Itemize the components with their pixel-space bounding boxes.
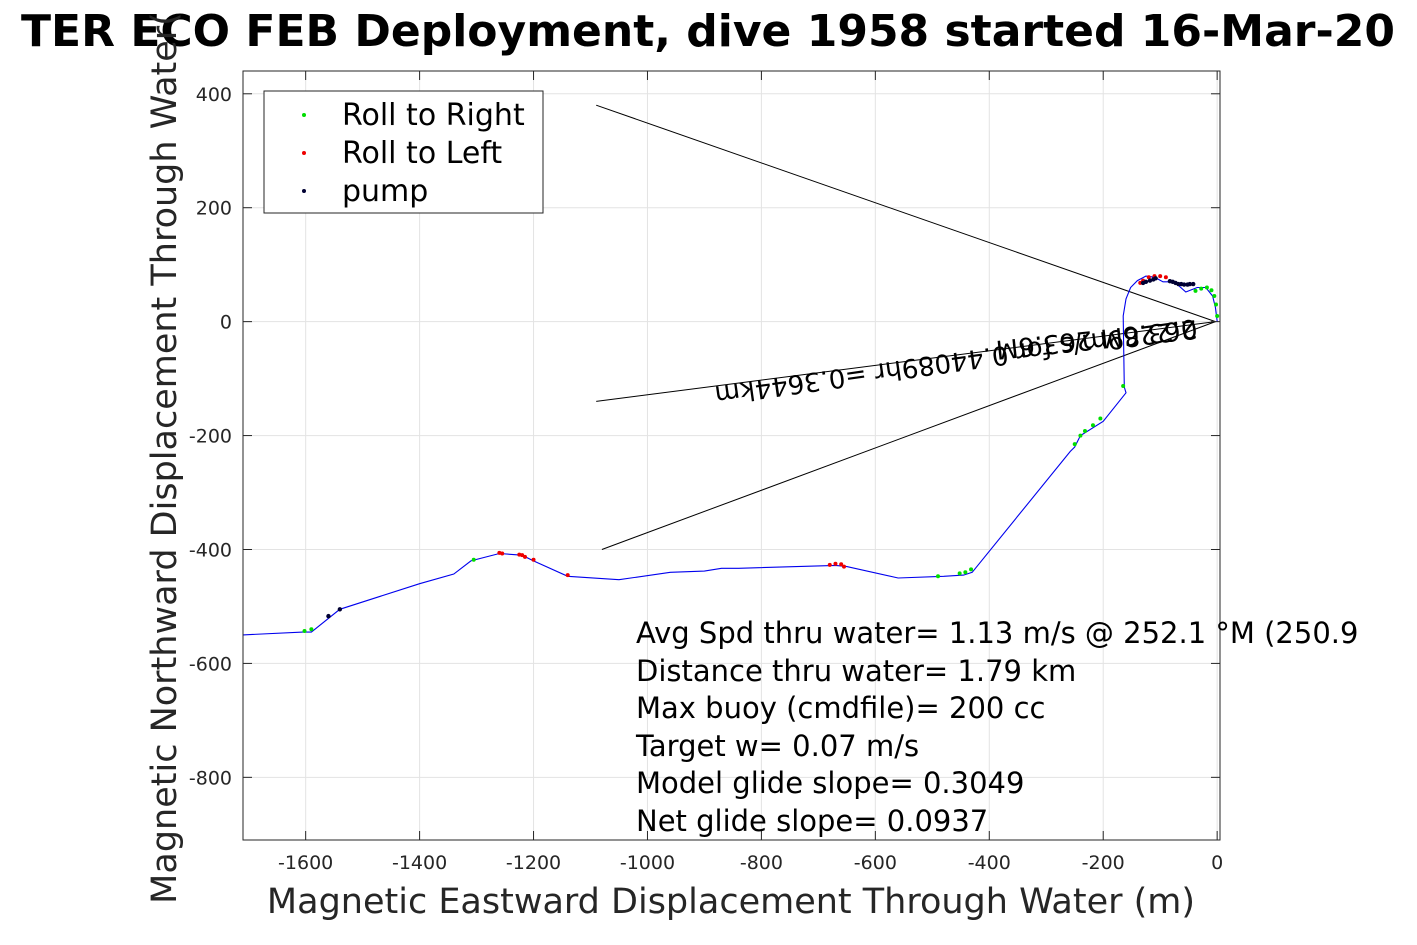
roll-right-point: [969, 567, 974, 572]
reference-line: [601, 321, 1216, 550]
track-line: [243, 275, 1218, 636]
pump-point: [1140, 280, 1146, 286]
roll-right-point: [1098, 416, 1103, 421]
pump-point: [337, 607, 343, 612]
roll-right-point: [1072, 442, 1077, 447]
plot-area: [243, 104, 1220, 636]
roll-left-point: [839, 562, 844, 567]
x-axis-label: Magnetic Eastward Displacement Through W…: [267, 882, 1195, 922]
axes-box: [242, 70, 1221, 841]
legend: Roll to Right Roll to Left pump: [263, 90, 544, 214]
annotation-net-glide: Net glide slope= 0.0937: [636, 804, 988, 838]
annotation-distance: Distance thru water= 1.79 km: [636, 654, 1076, 688]
pump-point: [1147, 278, 1153, 283]
legend-marker-roll-right: [302, 113, 306, 117]
pump-point: [1167, 278, 1173, 284]
legend-label-roll-right: Roll to Right: [342, 98, 525, 133]
annotation-block: Avg Spd thru water= 1.13 m/s @ 252.1 °M …: [635, 616, 1358, 838]
roll-right-point: [1214, 302, 1219, 307]
x-tick-label: -1000: [620, 852, 675, 874]
chart-title: TER ECO FEB Deployment, dive 1958 starte…: [21, 6, 1395, 57]
x-tick-label: -1400: [392, 852, 447, 874]
annotation-target-w: Target w= 0.07 m/s: [635, 729, 919, 763]
x-tick-label: -200: [1082, 852, 1125, 874]
rotated-annotations: 0.2289m/s for 0.44089hr =0.3644km 263.6M…: [713, 312, 1199, 409]
roll-left-point: [565, 573, 570, 578]
roll-right-point: [1215, 313, 1220, 318]
reference-line: [596, 321, 1216, 402]
roll-right-point: [1193, 288, 1198, 293]
y-tick-label: 0: [220, 312, 232, 334]
reference-line: [596, 104, 1216, 323]
y-tick-label: -400: [189, 539, 232, 561]
x-tick-label: -1200: [506, 852, 561, 874]
roll-right-point: [1199, 286, 1204, 291]
roll-left-point: [833, 561, 838, 566]
annotation-avg-speed: Avg Spd thru water= 1.13 m/s @ 252.1 °M …: [636, 616, 1358, 650]
roll-left-point: [842, 564, 847, 569]
x-tick-label: -800: [740, 852, 783, 874]
roll-right-point: [302, 628, 307, 633]
roll-right-point: [936, 574, 941, 579]
y-tick-label: 200: [196, 198, 232, 220]
legend-marker-roll-left: [302, 151, 306, 155]
roll-right-point: [957, 571, 962, 576]
tick-labels: -1600 -1400 -1200 -1000 -800 -600 -400 -200 0 -80…: [189, 71, 1223, 874]
x-tick-label: -1600: [278, 852, 333, 874]
y-tick-label: -800: [189, 767, 232, 789]
roll-right-point: [1204, 285, 1209, 290]
legend-label-pump: pump: [342, 174, 428, 209]
pump-point: [326, 613, 331, 619]
roll-left-point: [1163, 275, 1168, 280]
roll-left-point: [1146, 275, 1151, 280]
roll-right-point: [1082, 429, 1087, 434]
roll-right-point: [471, 557, 476, 562]
y-tick-label: -600: [189, 653, 232, 675]
y-axis-label: Magnetic Northward Displacement Through …: [145, 12, 185, 904]
roll-right-point: [1209, 288, 1214, 293]
pump-point: [1151, 277, 1156, 282]
legend-label-roll-left: Roll to Left: [342, 136, 502, 171]
roll-left-point: [497, 550, 502, 555]
annotation-max-buoy: Max buoy (cmdfile)= 200 cc: [636, 691, 1045, 725]
roll-right-point: [1212, 294, 1217, 299]
roll-right-point: [963, 570, 968, 575]
roll-right-point: [309, 627, 314, 632]
annotation-model-glide: Model glide slope= 0.3049: [636, 766, 1024, 800]
roll-left-point: [531, 557, 536, 562]
roll-left-point: [517, 552, 522, 557]
roll-right-point: [1078, 433, 1083, 438]
x-tick-label: -600: [854, 852, 897, 874]
roll-left-point: [1158, 274, 1163, 279]
x-tick-label: -400: [968, 852, 1011, 874]
roll-left-point: [827, 562, 832, 567]
grid-lines: [243, 71, 1220, 840]
pump-point: [1191, 281, 1196, 287]
pump-point: [1185, 282, 1190, 287]
x-tick-label: 0: [1211, 852, 1223, 874]
y-tick-label: 400: [196, 84, 232, 106]
legend-marker-pump: [302, 189, 306, 193]
roll-right-point: [1121, 384, 1126, 389]
y-tick-label: -200: [189, 426, 232, 448]
roll-right-point: [1090, 423, 1095, 428]
legend-box: [263, 90, 544, 214]
